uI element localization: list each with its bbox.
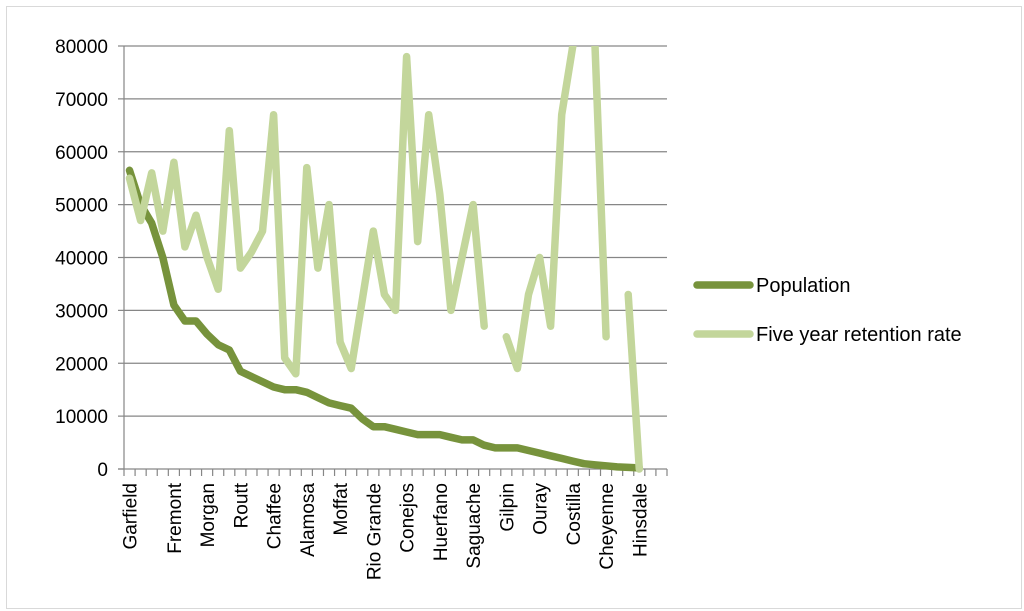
legend: Population Five year retention rate	[693, 275, 962, 346]
y-tick-label: 50000	[55, 196, 108, 217]
y-tick-label: 0	[97, 460, 108, 481]
series-line-five-year-retention-rate	[591, 46, 610, 341]
x-tick-label: Chaffee	[265, 483, 286, 549]
x-tick-label: Garfield	[121, 483, 142, 550]
series-line-five-year-retention-rate	[125, 52, 488, 378]
gridlines	[124, 45, 667, 417]
y-tick-label: 80000	[55, 37, 108, 58]
x-tick-label: Cheyenne	[597, 483, 618, 570]
series-line-population	[125, 166, 644, 472]
legend-label: Population	[756, 275, 851, 297]
y-tick-label: 10000	[55, 407, 108, 428]
x-tick-label: Costilla	[564, 483, 585, 546]
x-tick-label: Moffat	[331, 482, 352, 535]
series-lines	[125, 46, 644, 473]
x-tick-label: Conejos	[398, 483, 419, 553]
series-line-five-year-retention-rate	[624, 290, 644, 473]
y-tick-label: 30000	[55, 301, 108, 322]
x-tick-label: Gilpin	[497, 483, 518, 532]
series-line-five-year-retention-rate	[502, 46, 577, 373]
x-tick-label: Morgan	[198, 483, 219, 547]
y-tick-label: 40000	[55, 249, 108, 270]
x-tick-label: Routt	[231, 482, 252, 528]
y-tick-label: 70000	[55, 90, 108, 111]
x-tick-label: Alamosa	[298, 483, 319, 557]
x-tick-label: Hinsdale	[630, 483, 651, 557]
x-tick-label: Huerfano	[431, 483, 452, 561]
x-tick-label: Fremont	[165, 482, 186, 553]
x-tick-label: Saguache	[464, 483, 485, 569]
x-tick-label: Rio Grande	[364, 483, 385, 580]
legend-label: Five year retention rate	[756, 324, 962, 346]
x-tick-label: Ouray	[531, 483, 552, 535]
chart-frame	[6, 6, 1022, 609]
axes: 0 10000 20000 30000 40000 50000 60000 70000 8000…	[55, 37, 668, 580]
y-tick-label: 20000	[55, 354, 108, 375]
y-tick-label: 60000	[55, 143, 108, 164]
